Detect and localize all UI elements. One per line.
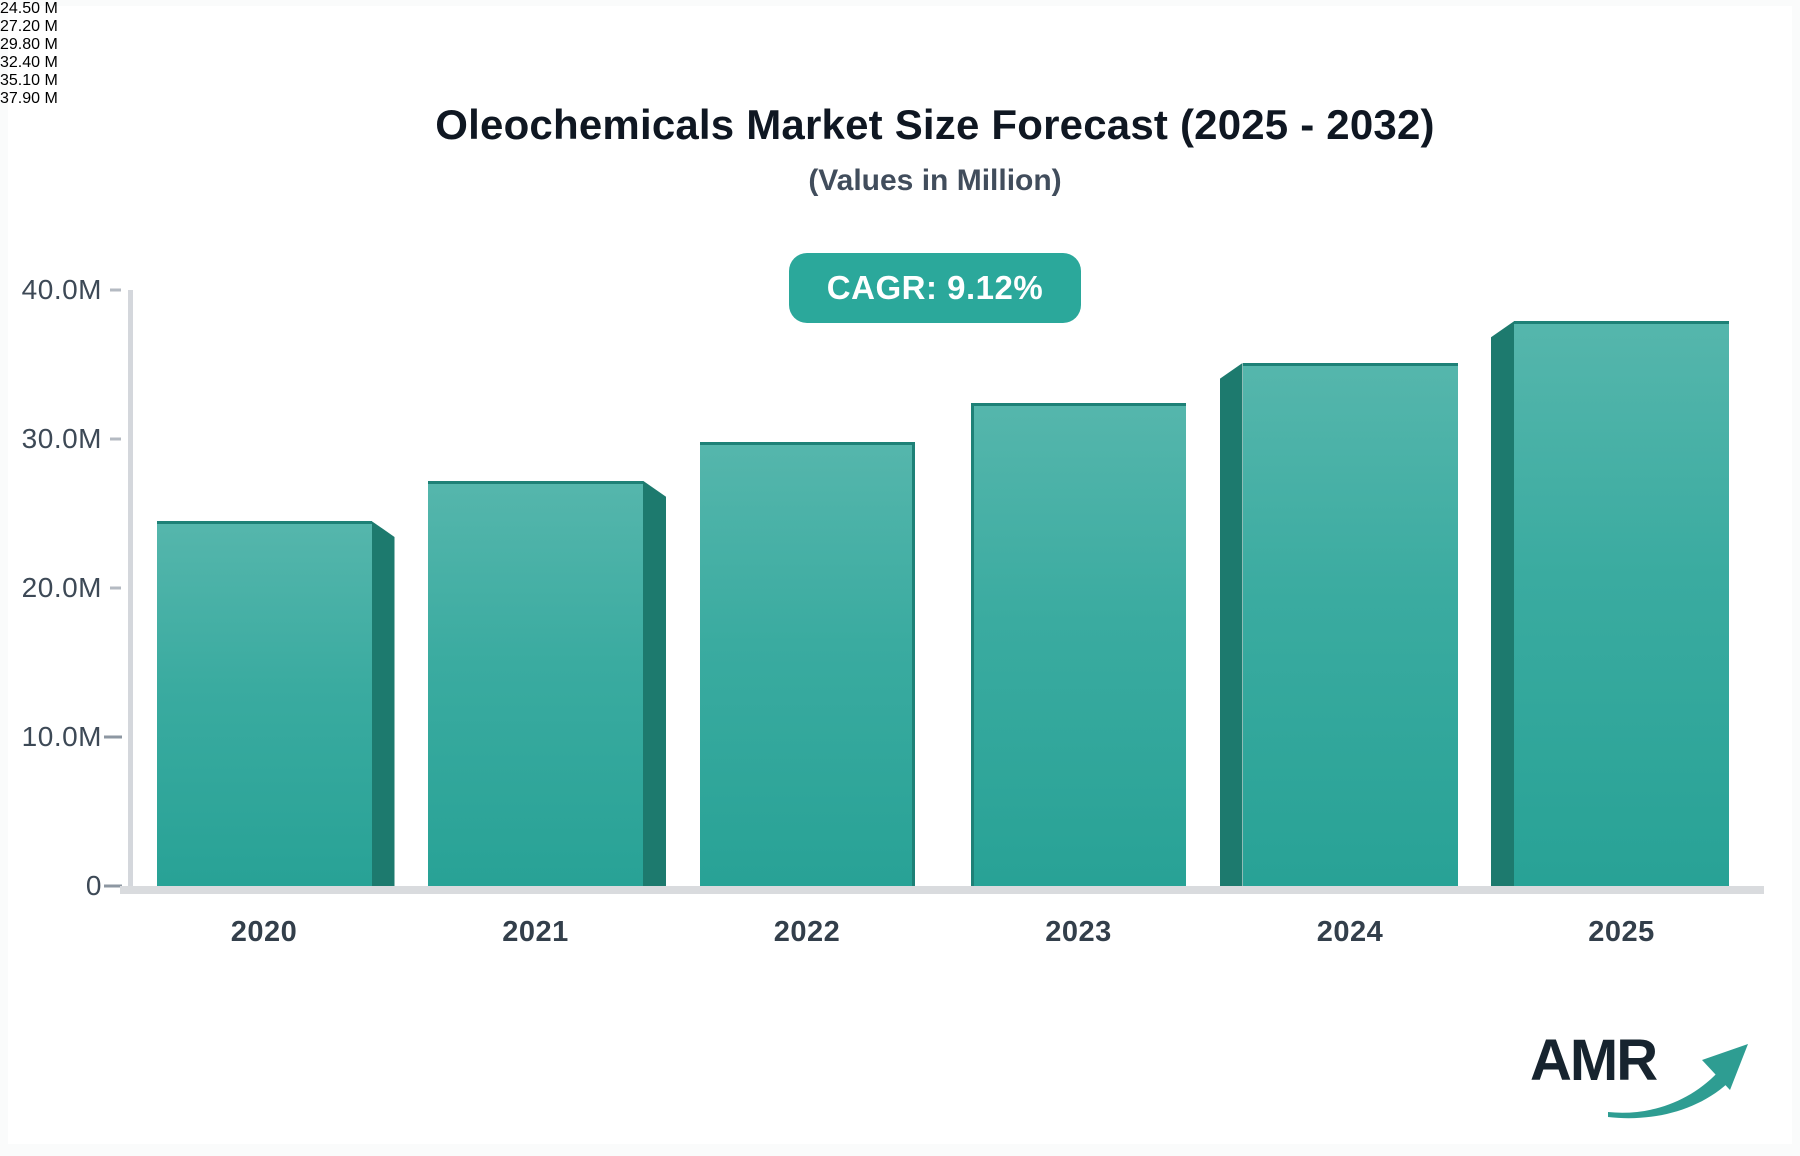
y-tick-label: 40.0M xyxy=(21,274,102,305)
bar xyxy=(1242,363,1458,886)
y-tick-mark xyxy=(110,586,121,590)
bar xyxy=(428,480,643,886)
x-axis-baseline xyxy=(120,886,1764,894)
bar-3d-side xyxy=(1219,363,1243,886)
bar xyxy=(1514,321,1729,886)
x-tick-label: 2020 xyxy=(230,916,298,948)
y-tick-mark xyxy=(110,288,121,292)
y-tick-mark xyxy=(104,735,122,739)
page-subtitle: (Values in Million) xyxy=(808,164,1062,197)
bar-value-label: 37.90 M xyxy=(0,90,58,107)
bar xyxy=(699,441,915,886)
bar-3d-side xyxy=(643,480,666,886)
amr-logo-text: AMR xyxy=(1530,1028,1658,1093)
y-tick-label: 10.0M xyxy=(21,721,102,752)
bar xyxy=(156,520,372,886)
bar-value-label: 24.50 M xyxy=(0,0,58,17)
y-tick-mark xyxy=(104,884,122,888)
x-tick-label: 2021 xyxy=(502,916,569,948)
y-tick-mark xyxy=(110,437,121,441)
bar-value-label: 35.10 M xyxy=(0,72,58,89)
y-axis-line xyxy=(128,290,133,894)
x-tick-label: 2022 xyxy=(773,916,841,948)
x-tick-label: 2024 xyxy=(1316,916,1384,948)
bar-3d-side xyxy=(371,520,395,886)
page-title: Oleochemicals Market Size Forecast (2025… xyxy=(435,101,1435,148)
cagr-badge-row: CAGR: 9.12% xyxy=(120,253,1750,323)
bar-value-label: 29.80 M xyxy=(0,36,58,53)
y-tick-label: 30.0M xyxy=(21,423,102,454)
y-tick-label: 0 xyxy=(85,870,102,901)
amr-logo: AMR xyxy=(1510,1030,1750,1120)
bar xyxy=(971,403,1186,886)
x-tick-label: 2025 xyxy=(1588,916,1655,948)
bar-value-label: 27.20 M xyxy=(0,18,58,35)
x-tick-label: 2023 xyxy=(1045,916,1112,948)
growth-arrow-icon xyxy=(1608,1044,1748,1119)
y-tick-label: 20.0M xyxy=(21,572,102,603)
bar-3d-side xyxy=(1491,321,1514,886)
cagr-badge: CAGR: 9.12% xyxy=(788,253,1082,323)
bar-value-label: 32.40 M xyxy=(0,54,58,71)
